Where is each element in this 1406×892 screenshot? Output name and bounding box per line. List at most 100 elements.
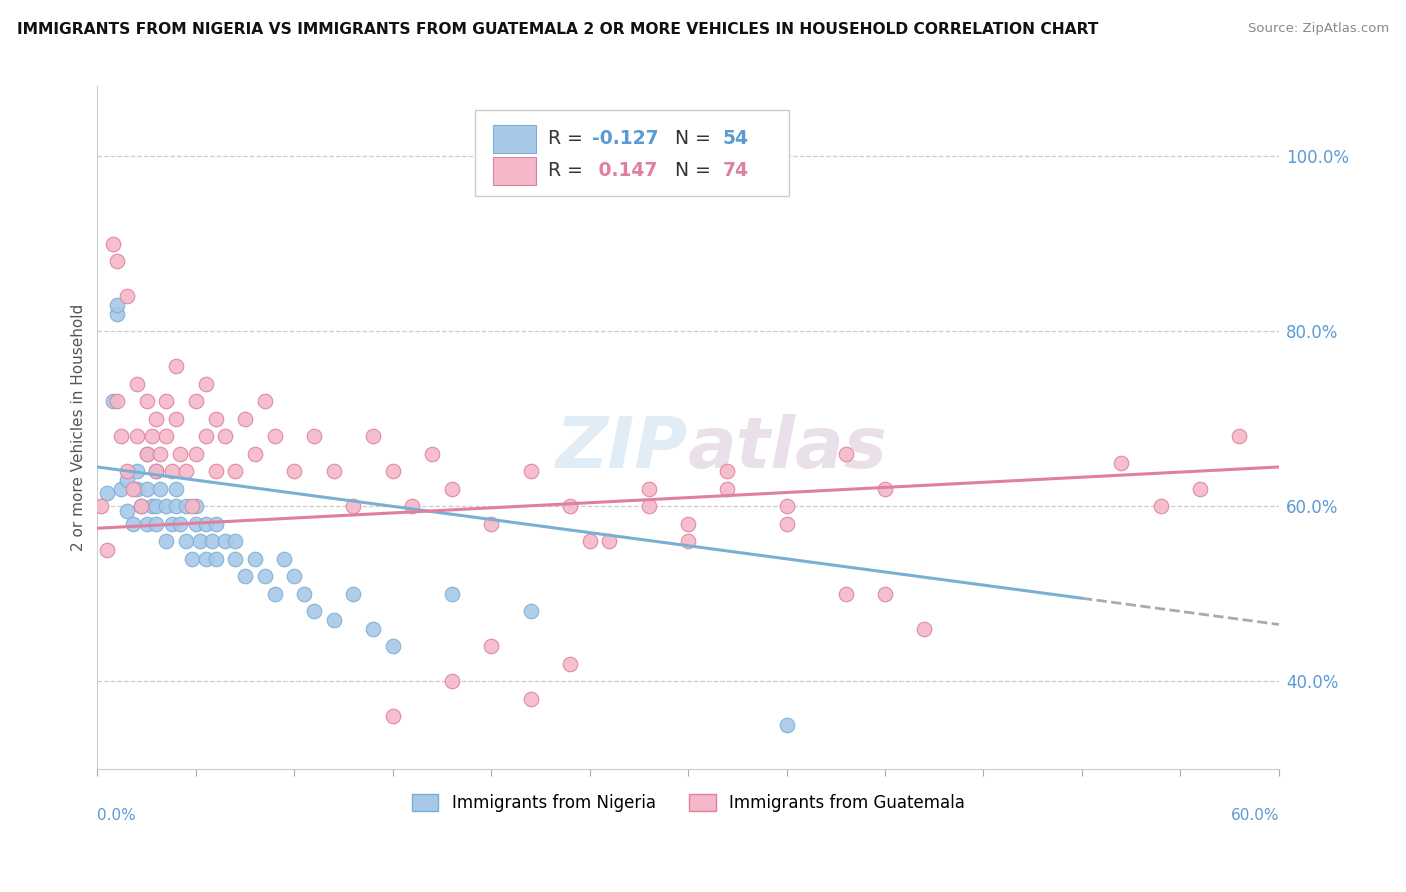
Point bbox=[90, 500, 112, 514]
Point bbox=[233, 569, 256, 583]
Point bbox=[135, 447, 157, 461]
Point bbox=[598, 534, 620, 549]
Point bbox=[204, 552, 226, 566]
Point bbox=[169, 516, 191, 531]
Point bbox=[401, 500, 423, 514]
Point bbox=[263, 429, 285, 443]
Point bbox=[1229, 429, 1251, 443]
Point bbox=[214, 429, 236, 443]
Point bbox=[165, 359, 187, 374]
Point bbox=[637, 500, 659, 514]
Point bbox=[302, 429, 325, 443]
Point bbox=[110, 482, 132, 496]
Text: N =: N = bbox=[664, 129, 717, 148]
Point bbox=[129, 500, 152, 514]
Point bbox=[224, 552, 246, 566]
Point bbox=[381, 709, 404, 723]
Point bbox=[302, 604, 325, 618]
Point bbox=[204, 516, 226, 531]
Point bbox=[440, 482, 463, 496]
Point bbox=[160, 464, 183, 478]
Point bbox=[361, 429, 384, 443]
Point bbox=[775, 500, 797, 514]
Point bbox=[105, 307, 128, 321]
Point bbox=[519, 464, 541, 478]
Point bbox=[135, 447, 157, 461]
Text: 0.0%: 0.0% bbox=[97, 808, 136, 823]
Point bbox=[105, 254, 128, 268]
Point bbox=[129, 500, 152, 514]
Point bbox=[194, 429, 217, 443]
Point bbox=[96, 486, 118, 500]
Point bbox=[115, 504, 138, 518]
Point bbox=[194, 376, 217, 391]
Point bbox=[322, 464, 344, 478]
Point bbox=[263, 587, 285, 601]
Point bbox=[558, 657, 581, 671]
Point bbox=[115, 464, 138, 478]
Point bbox=[121, 516, 143, 531]
Point bbox=[253, 569, 276, 583]
Point bbox=[115, 473, 138, 487]
Point bbox=[224, 534, 246, 549]
Text: atlas: atlas bbox=[688, 414, 887, 483]
Point bbox=[145, 412, 167, 426]
Point bbox=[873, 587, 896, 601]
Text: 54: 54 bbox=[723, 129, 748, 148]
Point bbox=[519, 691, 541, 706]
Point bbox=[180, 552, 202, 566]
Point bbox=[141, 429, 163, 443]
Point bbox=[184, 447, 207, 461]
Point bbox=[165, 500, 187, 514]
Point bbox=[169, 447, 191, 461]
Point bbox=[834, 447, 856, 461]
Point bbox=[381, 464, 404, 478]
Point bbox=[149, 482, 172, 496]
Point bbox=[110, 429, 132, 443]
Point bbox=[233, 412, 256, 426]
Text: 0.147: 0.147 bbox=[592, 161, 658, 180]
Point bbox=[381, 640, 404, 654]
Point bbox=[145, 464, 167, 478]
FancyBboxPatch shape bbox=[494, 125, 536, 153]
Text: IMMIGRANTS FROM NIGERIA VS IMMIGRANTS FROM GUATEMALA 2 OR MORE VEHICLES IN HOUSE: IMMIGRANTS FROM NIGERIA VS IMMIGRANTS FR… bbox=[17, 22, 1098, 37]
Point bbox=[105, 298, 128, 312]
FancyBboxPatch shape bbox=[494, 157, 536, 186]
Text: 60.0%: 60.0% bbox=[1230, 808, 1279, 823]
Point bbox=[155, 500, 177, 514]
Legend: Immigrants from Nigeria, Immigrants from Guatemala: Immigrants from Nigeria, Immigrants from… bbox=[405, 787, 972, 819]
Point bbox=[135, 394, 157, 409]
Text: R =: R = bbox=[547, 129, 588, 148]
Point bbox=[558, 500, 581, 514]
FancyBboxPatch shape bbox=[475, 111, 789, 195]
Point bbox=[184, 500, 207, 514]
Point bbox=[676, 534, 699, 549]
Point bbox=[243, 552, 266, 566]
Point bbox=[479, 640, 502, 654]
Point bbox=[160, 516, 183, 531]
Point bbox=[115, 289, 138, 303]
Point bbox=[174, 534, 197, 549]
Point bbox=[834, 587, 856, 601]
Point bbox=[283, 464, 305, 478]
Point bbox=[174, 464, 197, 478]
Point bbox=[125, 482, 148, 496]
Point bbox=[283, 569, 305, 583]
Point bbox=[775, 718, 797, 732]
Point bbox=[101, 236, 124, 251]
Point bbox=[716, 482, 738, 496]
Point bbox=[273, 552, 295, 566]
Point bbox=[1111, 456, 1133, 470]
Point bbox=[194, 516, 217, 531]
Point bbox=[716, 464, 738, 478]
Point bbox=[775, 516, 797, 531]
Point bbox=[204, 464, 226, 478]
Point bbox=[253, 394, 276, 409]
Point bbox=[125, 429, 148, 443]
Point bbox=[141, 500, 163, 514]
Point bbox=[188, 534, 211, 549]
Point bbox=[420, 447, 443, 461]
Point bbox=[440, 674, 463, 689]
Text: R =: R = bbox=[547, 161, 588, 180]
Point bbox=[121, 482, 143, 496]
